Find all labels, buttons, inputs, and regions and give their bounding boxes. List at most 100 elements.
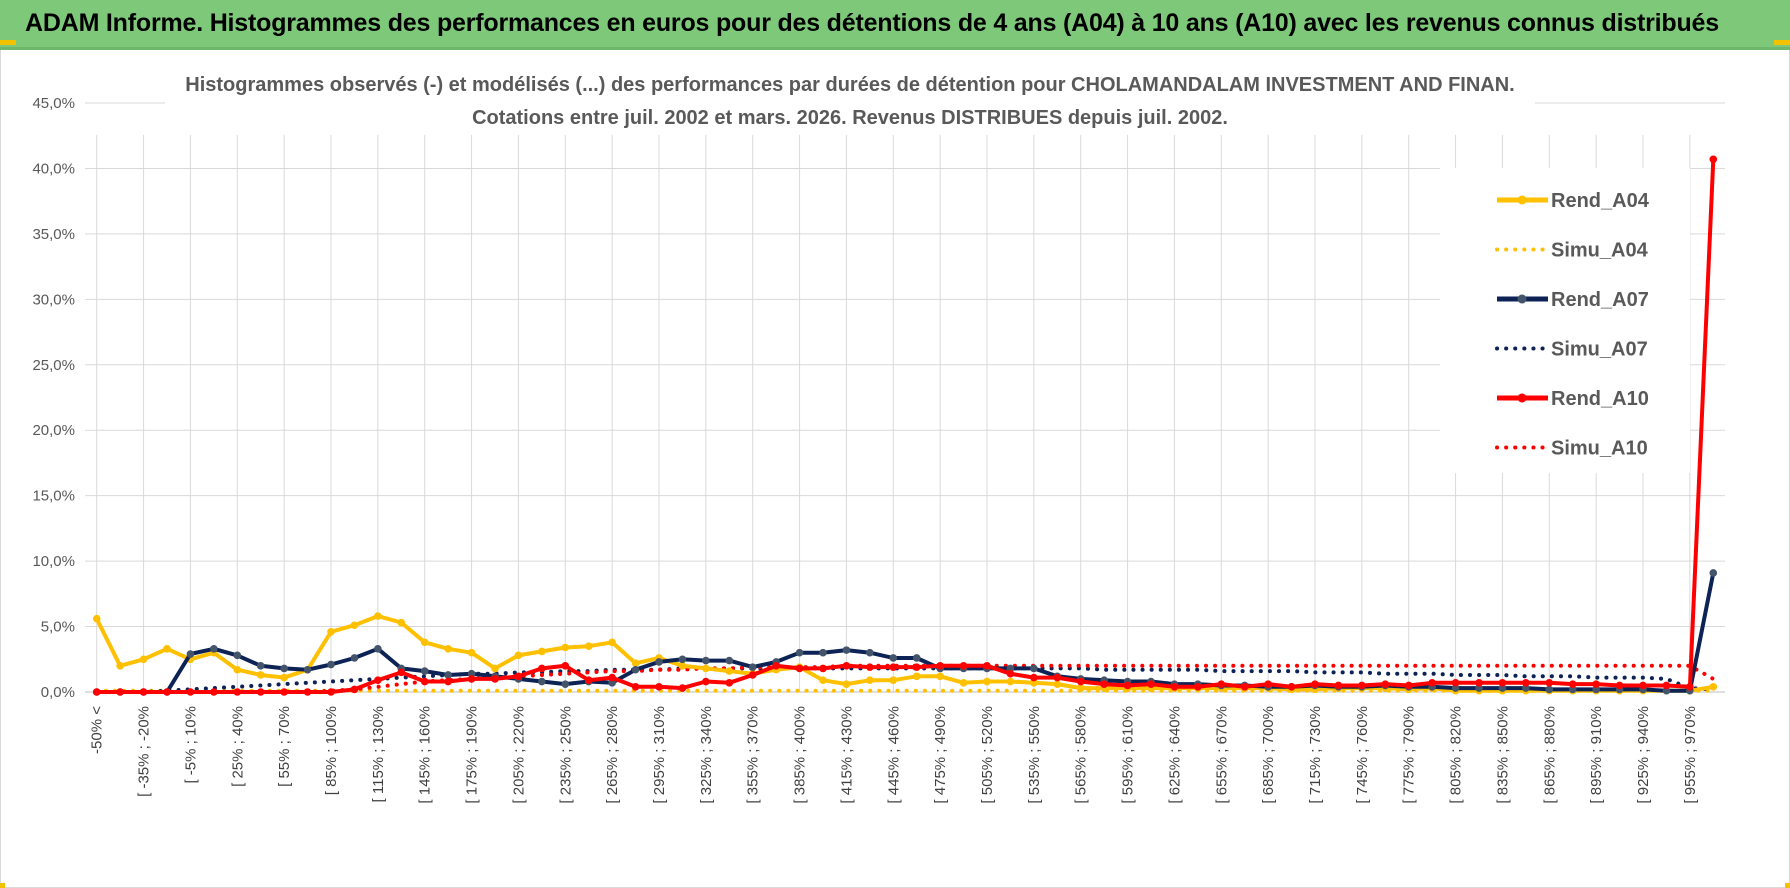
data-point-rend-a04 (233, 665, 242, 674)
data-point-rend-a10 (1030, 673, 1038, 682)
data-point-rend-a07 (912, 654, 921, 662)
x-tick-label: [ 295% ; 310% (651, 706, 668, 804)
data-point-rend-a04 (491, 664, 499, 673)
data-point-rend-a07 (444, 671, 452, 679)
corner-accent-bottom-left (0, 883, 5, 888)
legend-label-rend-a07: Rend_A07 (1551, 289, 1649, 311)
data-point-rend-a04 (256, 671, 265, 679)
data-point-rend-a07 (186, 650, 195, 658)
x-tick-label: [ 175% ; 190% (464, 706, 481, 804)
data-point-rend-a10 (983, 662, 991, 670)
data-point-rend-a04 (116, 662, 124, 670)
data-point-rend-a10 (303, 688, 312, 696)
data-point-rend-a07 (748, 663, 757, 671)
data-point-rend-a10 (936, 662, 944, 670)
data-point-rend-a10 (1264, 680, 1272, 688)
data-point-rend-a10 (584, 676, 593, 685)
y-tick-label: 20,0% (32, 422, 75, 439)
x-tick-label: [ -35% ; -20% (136, 706, 153, 797)
data-point-rend-a10 (538, 664, 546, 673)
data-point-rend-a10 (139, 688, 148, 696)
corner-accent-left (0, 40, 16, 45)
data-point-rend-a04 (280, 673, 288, 682)
title-background (165, 64, 1535, 116)
data-point-rend-a10 (678, 684, 687, 692)
data-point-rend-a04 (467, 648, 476, 657)
x-tick-label: [ 565% ; 580% (1073, 706, 1090, 804)
data-point-rend-a10 (655, 682, 663, 691)
data-point-rend-a10 (116, 688, 124, 696)
data-point-rend-a07 (819, 648, 827, 657)
data-point-rend-a07 (233, 651, 242, 660)
data-point-rend-a10 (1592, 680, 1600, 688)
data-point-rend-a10 (514, 672, 523, 681)
legend-marker-rend-a10 (1517, 393, 1527, 403)
x-tick-label: [ 475% ; 490% (932, 706, 949, 804)
data-point-rend-a07 (889, 654, 898, 662)
data-point-rend-a10 (1334, 681, 1343, 690)
data-point-rend-a04 (163, 645, 171, 653)
x-tick-label: [ 685% ; 700% (1260, 706, 1277, 804)
data-point-rend-a04 (866, 676, 874, 685)
x-tick-label: [ 865% ; 880% (1541, 706, 1558, 804)
data-point-rend-a07 (1662, 686, 1671, 695)
data-point-rend-a10 (1686, 682, 1694, 691)
data-point-rend-a07 (256, 662, 265, 670)
x-tick-label: [ 625% ; 640% (1166, 706, 1183, 804)
legend-label-simu-a07: Simu_A07 (1551, 339, 1648, 361)
data-point-rend-a07 (842, 646, 851, 654)
series-line-rend-a07 (96, 572, 1716, 694)
x-axis: -50% < [ -35% ; -20% [ -5% ; 10% [ 25% ; 40… (85, 691, 1725, 804)
data-point-rend-a10 (702, 677, 710, 686)
data-point-rend-a04 (678, 662, 687, 670)
data-point-rend-a10 (1545, 679, 1554, 687)
data-point-rend-a04 (819, 676, 827, 685)
data-point-rend-a04 (725, 667, 734, 675)
x-tick-label: [ 355% ; 370% (745, 706, 762, 804)
data-point-rend-a10 (1522, 679, 1530, 687)
data-point-rend-a07 (702, 656, 710, 665)
data-point-rend-a10 (1428, 679, 1436, 687)
y-tick-label: 0,0% (41, 684, 75, 701)
data-point-rend-a10 (1100, 680, 1108, 688)
data-point-rend-a10 (819, 664, 827, 673)
data-point-rend-a10 (889, 663, 898, 671)
legend-marker-rend-a07 (1517, 294, 1527, 304)
chart-subtitle: Cotations entre juil. 2002 et mars. 2026… (472, 107, 1228, 129)
x-tick-label: [ 265% ; 280% (604, 706, 621, 804)
data-point-rend-a04 (959, 679, 968, 687)
x-tick-label: [ 835% ; 850% (1494, 706, 1511, 804)
x-tick-label: [ 925% ; 940% (1635, 706, 1652, 804)
x-tick-label: [ 505% ; 520% (979, 706, 996, 804)
data-point-rend-a07 (538, 677, 546, 686)
data-point-rend-a10 (1498, 679, 1507, 687)
data-point-rend-a07 (561, 680, 570, 688)
x-tick-label: [ 595% ; 610% (1120, 706, 1137, 804)
data-point-rend-a10 (1615, 681, 1624, 690)
data-point-rend-a10 (725, 679, 734, 687)
data-point-rend-a10 (491, 675, 499, 683)
data-point-rend-a07 (1592, 685, 1600, 694)
data-point-rend-a10 (1170, 682, 1179, 691)
data-point-rend-a07 (866, 648, 874, 657)
data-point-rend-a07 (678, 655, 687, 664)
data-point-rend-a04 (327, 627, 335, 636)
x-tick-label: [ 55% ; 70% (276, 706, 293, 787)
corner-accent-right (1774, 40, 1790, 45)
data-point-rend-a07 (1030, 664, 1038, 673)
legend-label-rend-a10: Rend_A10 (1551, 388, 1649, 410)
x-tick-label: [ 385% ; 400% (792, 706, 809, 804)
data-point-rend-a04 (1030, 679, 1038, 687)
data-point-rend-a10 (233, 688, 242, 696)
data-point-rend-a04 (350, 621, 359, 630)
data-point-rend-a10 (795, 664, 804, 673)
data-point-rend-a07 (1451, 684, 1460, 692)
data-point-rend-a07 (1568, 685, 1577, 694)
x-tick-label: [ 25% ; 40% (229, 706, 246, 787)
data-point-rend-a04 (983, 677, 991, 686)
data-point-rend-a04 (92, 614, 101, 623)
x-tick-label: [ 145% ; 160% (417, 706, 434, 804)
data-point-rend-a04 (374, 612, 382, 620)
x-tick-label: [ 115% ; 130% (370, 706, 387, 802)
